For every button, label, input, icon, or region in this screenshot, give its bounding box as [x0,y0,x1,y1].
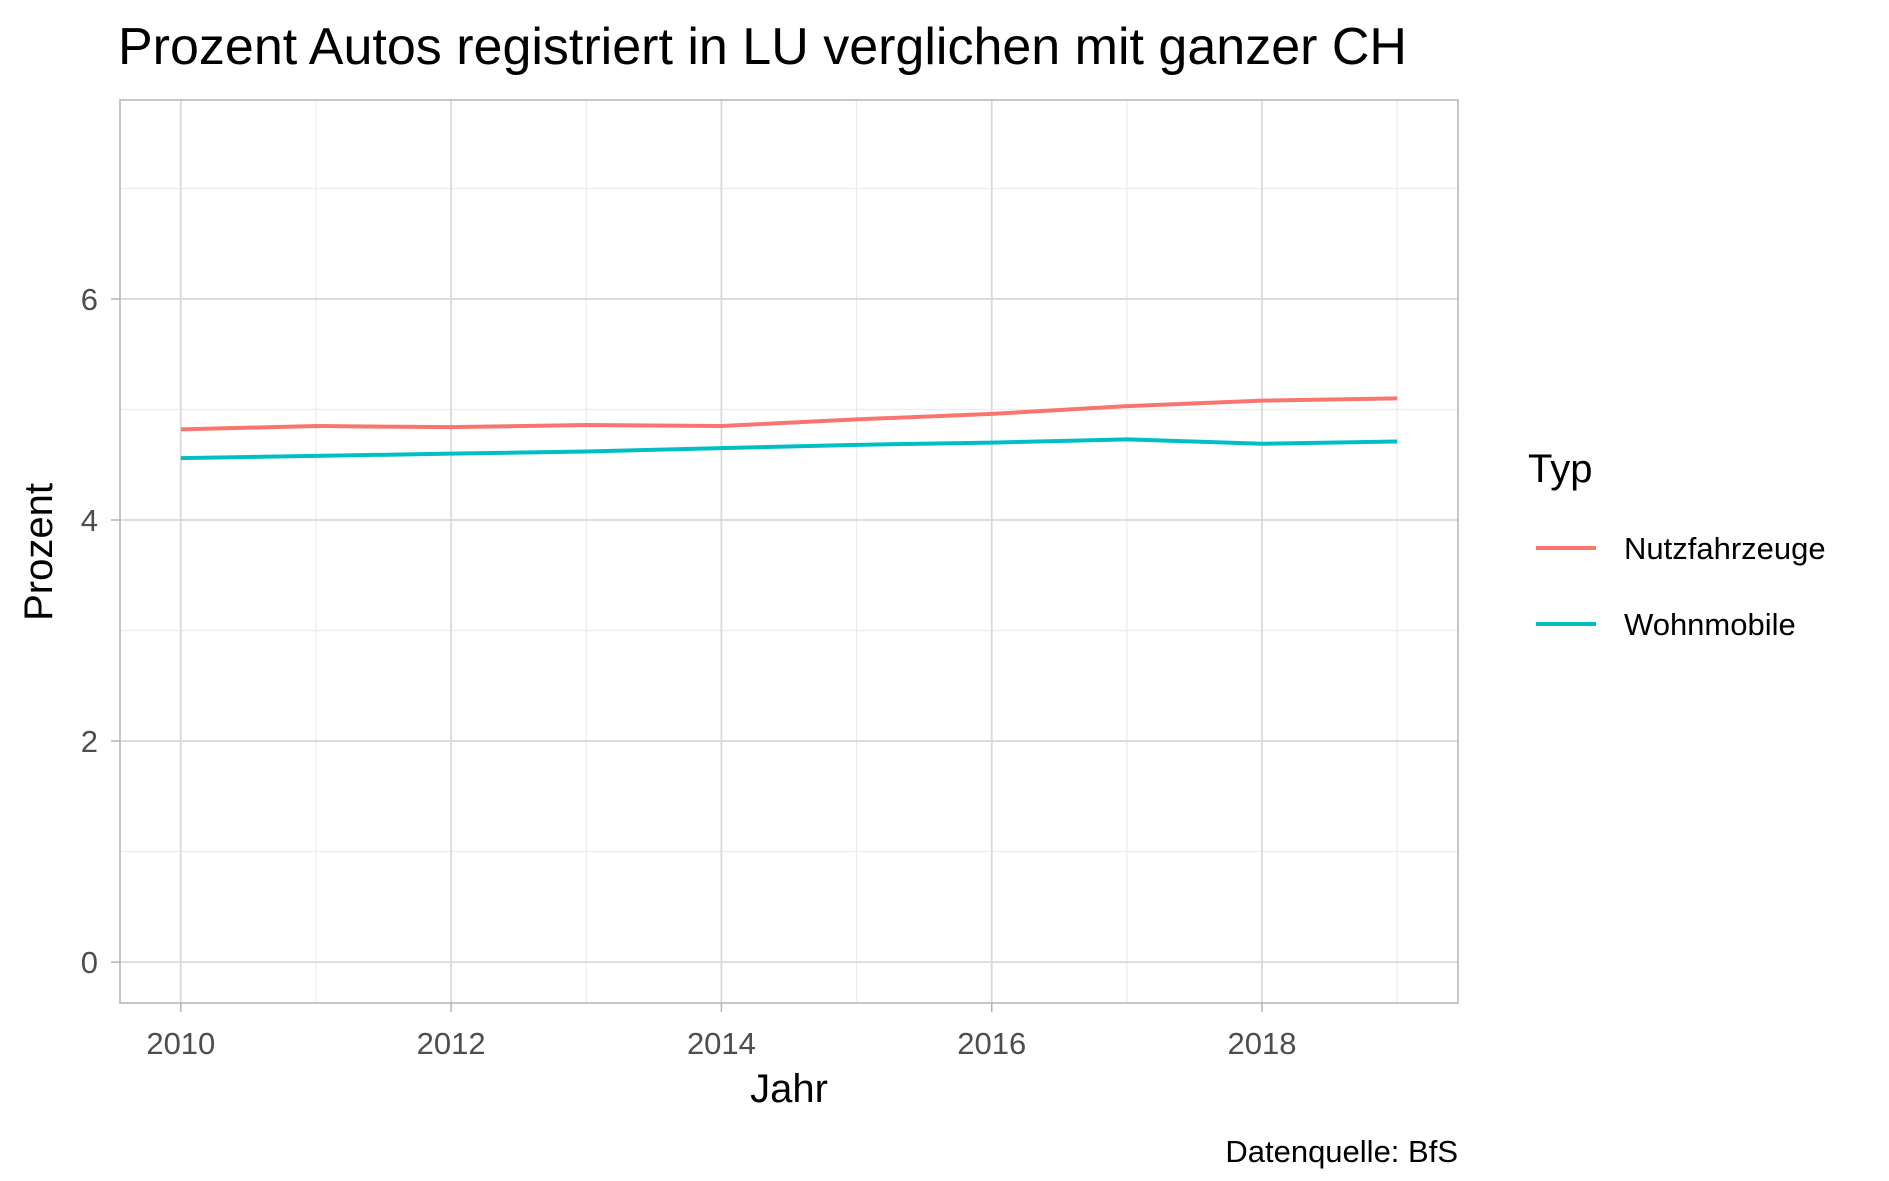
y-axis: 0 2 4 6 [81,282,120,980]
x-tick-label: 2018 [1228,1026,1297,1061]
chart-title: Prozent Autos registriert in LU verglich… [118,18,1407,76]
x-axis-title: Jahr [750,1067,828,1111]
legend-items: Nutzfahrzeuge Wohnmobile [1536,531,1826,642]
x-axis: 2010 2012 2014 2016 2018 [146,1003,1297,1061]
y-tick-label: 2 [81,724,98,759]
minor-gridlines [120,100,1458,1003]
y-tick-label: 6 [81,282,98,317]
legend: Typ Nutzfahrzeuge Wohnmobile [1528,447,1826,642]
y-tick-label: 4 [81,503,98,538]
y-tick-label: 0 [81,945,98,980]
x-tick-label: 2010 [146,1026,215,1061]
series-line-wohnmobile [180,437,1398,461]
plot-border [119,99,1459,1004]
plot-background [120,100,1458,1003]
legend-label-nutzfahrzeuge: Nutzfahrzeuge [1624,531,1826,566]
x-tick-label: 2016 [957,1026,1026,1061]
y-axis-title: Prozent [17,483,61,621]
x-tick-label: 2014 [687,1026,756,1061]
major-gridlines [120,100,1458,1003]
x-tick-label: 2012 [417,1026,486,1061]
plot-panel [119,99,1459,1004]
legend-title: Typ [1528,447,1592,491]
series-line-nutzfahrzeuge [180,396,1398,432]
data-source-caption: Datenquelle: BfS [1225,1134,1458,1169]
series-lines [180,396,1398,461]
legend-label-wohnmobile: Wohnmobile [1624,607,1796,642]
